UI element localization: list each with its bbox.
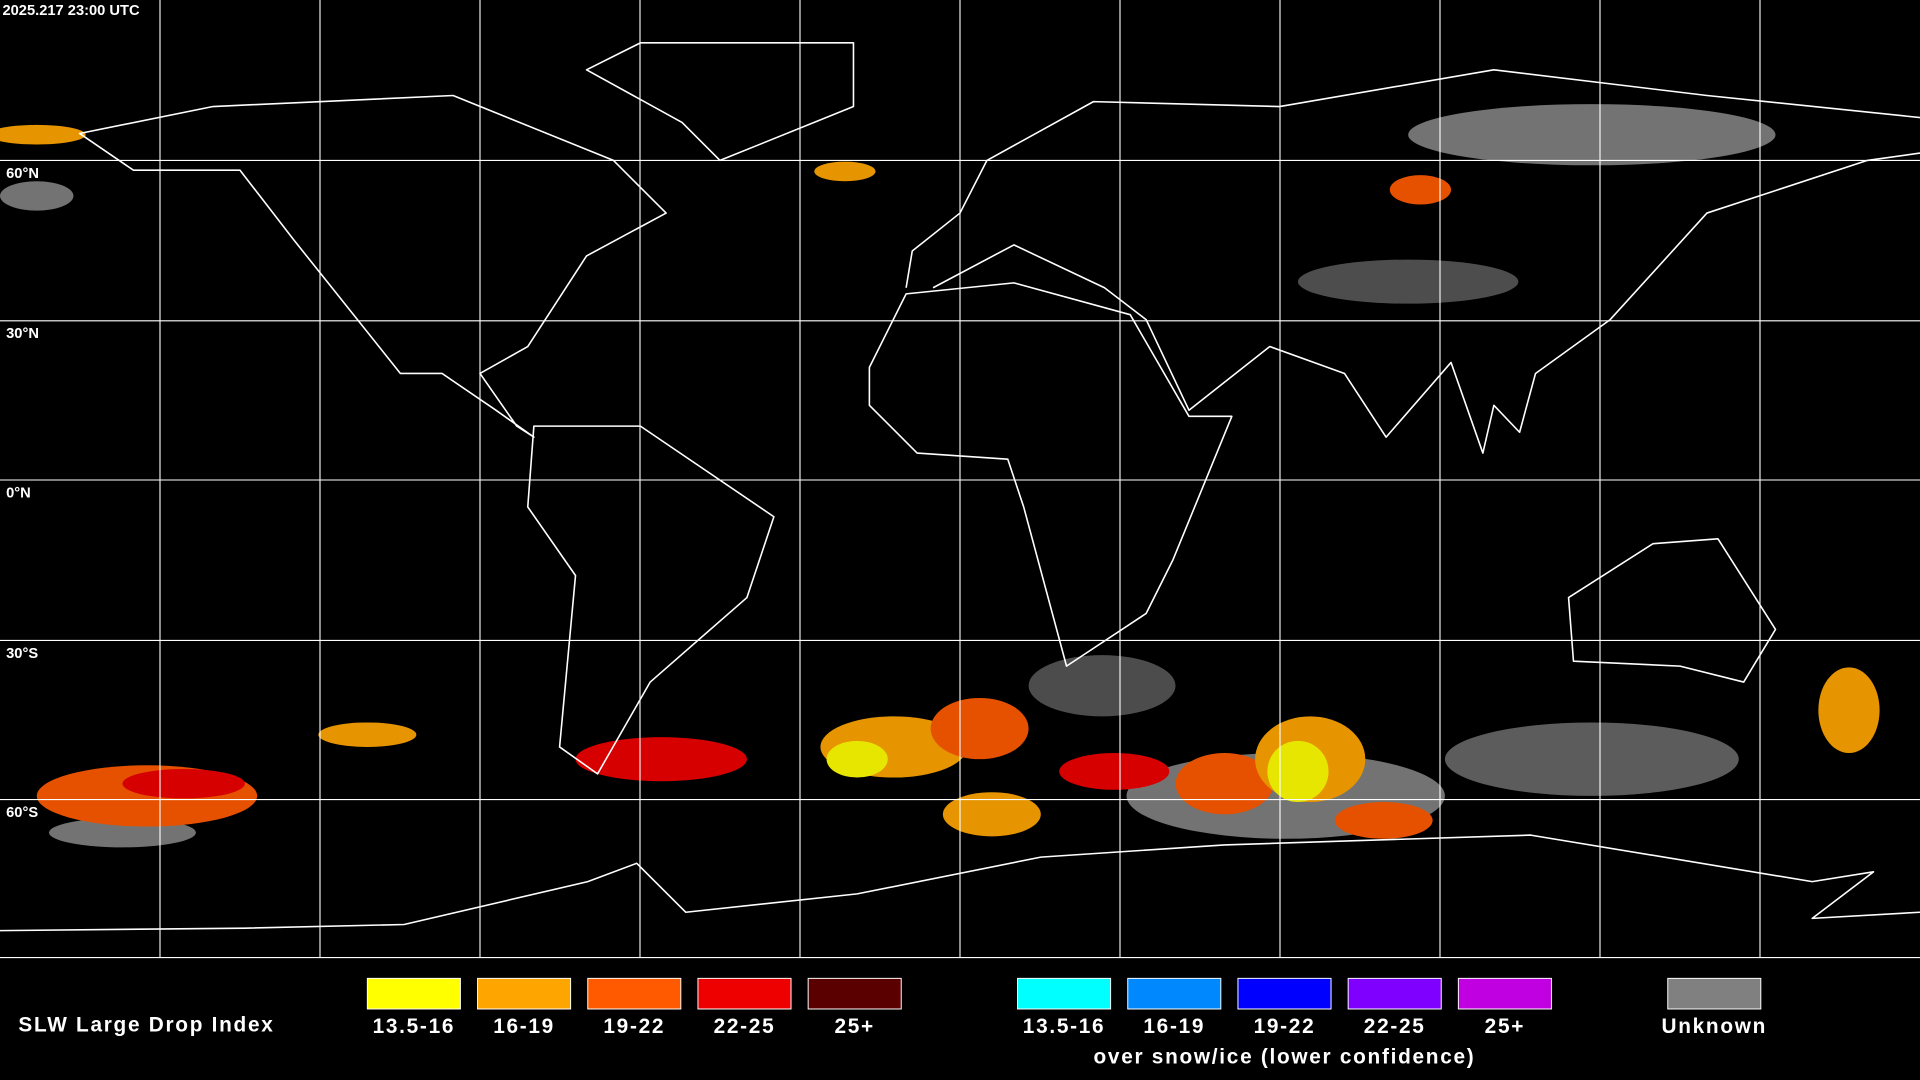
legend-label: 13.5-16 <box>1023 1015 1106 1038</box>
graticule: 60°N 30°N 0°N 30°S 60°S <box>0 0 1920 958</box>
latitude-label: 30°N <box>6 326 39 342</box>
north-america <box>78 94 667 438</box>
legend-swatch <box>697 977 792 1010</box>
cloud-field <box>0 104 1880 848</box>
legend-label: 25+ <box>1485 1015 1525 1038</box>
latitude-label: 60°N <box>6 166 39 182</box>
eurasia <box>905 69 1920 454</box>
legend: SLW Large Drop Index over snow/ice (lowe… <box>18 977 1767 1068</box>
legend-label: 19-22 <box>1254 1015 1316 1038</box>
legend-label: Unknown <box>1661 1015 1767 1038</box>
legend-swatch <box>1347 977 1442 1010</box>
legend-label: 22-25 <box>714 1015 776 1038</box>
legend-swatch <box>1237 977 1332 1010</box>
latitude-label: 30°S <box>6 646 38 662</box>
legend-label: 13.5-16 <box>373 1015 456 1038</box>
timestamp: 2025.217 23:00 UTC <box>2 3 140 19</box>
legend-caption: over snow/ice (lower confidence) <box>1094 1045 1476 1068</box>
legend-label: 16-19 <box>1143 1015 1205 1038</box>
legend-swatch <box>1017 977 1112 1010</box>
legend-swatch <box>366 977 461 1010</box>
legend-swatch <box>587 977 682 1010</box>
legend-swatch <box>1457 977 1552 1010</box>
south-america <box>526 425 775 775</box>
antarctica <box>0 834 1920 932</box>
legend-label: 25+ <box>834 1015 874 1038</box>
map: 60°N 30°N 0°N 30°S 60°S 2025.217 23:00 UTC <box>0 0 1920 958</box>
legend-label: 22-25 <box>1364 1015 1426 1038</box>
legend-swatch <box>1127 977 1222 1010</box>
africa <box>868 282 1233 667</box>
legend-swatch <box>807 977 902 1010</box>
legend-title: SLW Large Drop Index <box>18 1014 274 1037</box>
legend-label: 16-19 <box>493 1015 555 1038</box>
legend-label: 19-22 <box>603 1015 665 1038</box>
legend-swatch <box>477 977 572 1010</box>
legend-swatch <box>1667 977 1762 1010</box>
latitude-label: 60°S <box>6 805 38 821</box>
latitude-label: 0°N <box>6 485 31 501</box>
